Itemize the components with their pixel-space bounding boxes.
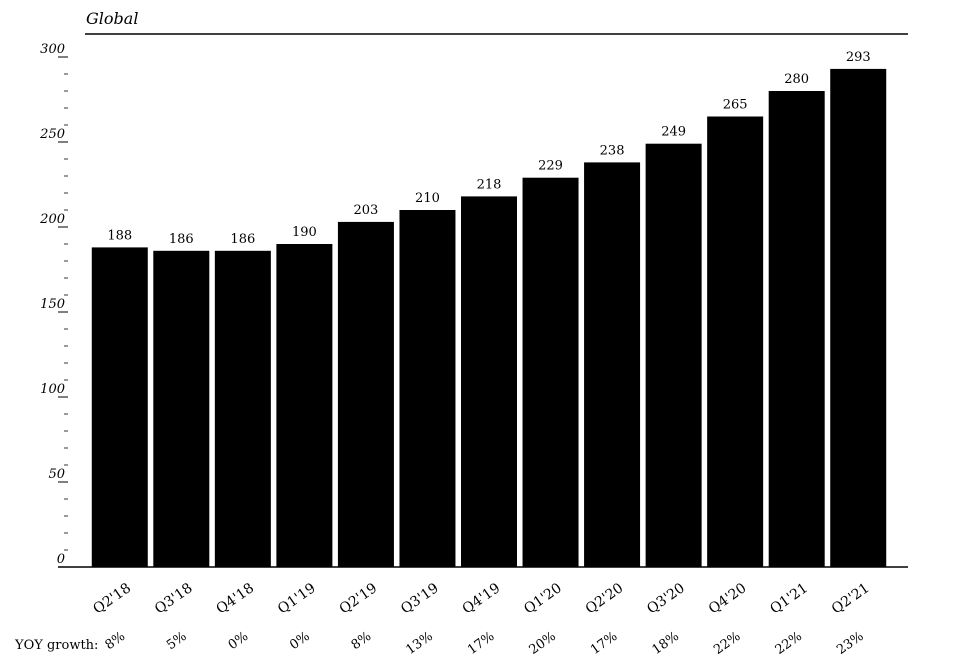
chart-title: Global xyxy=(86,9,138,28)
growth-value: 8% xyxy=(103,629,128,653)
growth-value: 0% xyxy=(226,629,251,653)
value-label: 249 xyxy=(661,125,686,140)
bar xyxy=(399,210,456,567)
value-label: 238 xyxy=(600,143,625,158)
x-tick-label: Q3'18 xyxy=(152,580,196,617)
growth-value: 22% xyxy=(711,629,743,658)
y-tick-label: 0 xyxy=(57,552,65,567)
y-tick-label: 300 xyxy=(40,42,65,57)
value-label: 186 xyxy=(169,232,194,247)
value-label: 188 xyxy=(107,228,132,243)
value-label: 190 xyxy=(292,225,317,240)
bar xyxy=(707,116,764,567)
y-tick-label: 50 xyxy=(48,467,65,482)
x-tick-label: Q3'20 xyxy=(644,580,688,617)
growth-value: 8% xyxy=(349,629,374,653)
x-tick-label: Q3'19 xyxy=(398,580,442,617)
bar xyxy=(337,221,394,567)
growth-value: 17% xyxy=(588,629,620,658)
x-tick-label: Q1'19 xyxy=(275,580,319,617)
x-tick-label: Q2'19 xyxy=(337,580,381,617)
x-tick-label: Q4'19 xyxy=(460,580,504,617)
growth-value: 17% xyxy=(465,629,497,658)
x-tick-label: Q2'20 xyxy=(583,580,627,617)
x-tick-label: Q4'20 xyxy=(706,580,750,617)
growth-value: 18% xyxy=(650,629,682,658)
bar xyxy=(584,162,641,567)
bar xyxy=(461,196,517,567)
value-label: 265 xyxy=(723,98,748,113)
bar xyxy=(830,68,887,568)
y-tick-label: 100 xyxy=(40,382,65,397)
y-tick-label: 250 xyxy=(39,127,65,142)
value-label: 229 xyxy=(538,159,563,174)
bar xyxy=(276,244,333,567)
value-label: 280 xyxy=(784,72,809,87)
x-tick-label: Q2'18 xyxy=(90,580,134,617)
bar xyxy=(768,91,825,567)
growth-value: 13% xyxy=(403,629,435,658)
value-label: 293 xyxy=(846,50,871,65)
x-tick-label: Q2'21 xyxy=(829,580,873,617)
x-tick-label: Q1'20 xyxy=(521,580,565,617)
x-tick-label: Q4'18 xyxy=(214,580,258,617)
bar xyxy=(153,250,210,568)
growth-value: 0% xyxy=(287,629,312,653)
bar xyxy=(91,247,148,567)
value-label: 203 xyxy=(354,203,379,218)
growth-value: 5% xyxy=(164,629,189,653)
bar xyxy=(522,177,579,567)
x-tick-label: Q1'21 xyxy=(767,580,811,617)
y-tick-label: 150 xyxy=(40,297,65,312)
bar xyxy=(645,143,702,567)
value-label: 186 xyxy=(230,232,255,247)
value-label: 218 xyxy=(477,177,502,192)
value-label: 210 xyxy=(415,191,440,206)
growth-label: YOY growth: xyxy=(14,638,98,653)
growth-value: 22% xyxy=(773,629,805,658)
growth-value: 23% xyxy=(834,629,866,658)
growth-value: 20% xyxy=(527,629,559,658)
y-tick-label: 200 xyxy=(39,212,65,227)
bar xyxy=(214,250,271,568)
